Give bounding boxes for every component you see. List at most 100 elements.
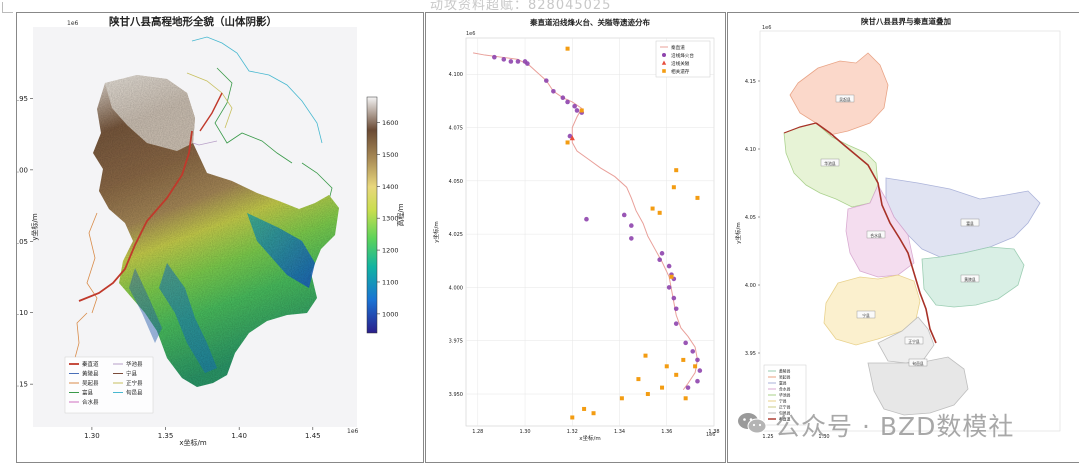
beacon-point <box>525 61 530 66</box>
y-axis-ticks: 3.95 4.00 4.05 4.10 4.15 <box>17 95 33 389</box>
beacon-point <box>697 368 703 373</box>
y-tick-label: 3.95 <box>17 95 28 103</box>
y-tick-label: 4.10 <box>745 147 756 153</box>
county-map: 陕甘八县县界与秦直道叠加 1e6 吴起县华池县富县合水县黄陵县宁县正宁县旬邑县 … <box>734 16 1061 440</box>
legend-label: 秦直道 <box>82 360 99 368</box>
relic-point <box>582 406 587 411</box>
colorbar-label: 高程/m <box>396 203 405 226</box>
x-tick-label: 1.36 <box>661 429 672 435</box>
legend-label: 宁县 <box>126 370 138 378</box>
beacon-point <box>685 385 691 390</box>
beacon-point <box>657 257 662 263</box>
relic-point <box>674 372 679 377</box>
beacon-point <box>508 59 514 64</box>
beacon-point <box>501 57 507 62</box>
y-tick-label: 4.000 <box>449 285 463 291</box>
county-label: 黄陵县 <box>964 277 976 282</box>
y-tick-label: 4.025 <box>449 232 463 238</box>
beacon-point <box>544 78 549 83</box>
relic-point <box>669 274 674 279</box>
beacon-point <box>690 349 696 354</box>
legend-label: 合水县 <box>82 398 99 406</box>
wechat-icon <box>738 413 767 434</box>
y-axis-ticks: 4.15 4.10 4.05 4.00 3.95 <box>745 79 760 357</box>
beacon-point <box>666 263 672 269</box>
relic-point <box>695 195 700 200</box>
beacon-point <box>492 54 497 60</box>
relic-point <box>693 364 698 369</box>
legend-swatch <box>662 69 666 73</box>
county-panel: 陕甘八县县界与秦直道叠加 1e6 吴起县 华池县 富县 合水县 黄陵县 宁县 正宁县 旬邑县 … <box>727 12 1079 463</box>
relic-point <box>683 396 688 401</box>
y-tick-label: 3.950 <box>449 392 463 398</box>
watermark: 公众号 · BZD数模社 <box>737 405 1077 445</box>
legend-label: 正宁县 <box>779 405 791 410</box>
elevation-chart: 陕甘八县高程地形全貌（山体阴影） 1e6 1e6 1.30 1.35 1.40 1.4… <box>17 15 405 447</box>
relic-point <box>664 364 669 369</box>
qin-road-north <box>199 92 223 132</box>
x-tick-label: 1.35 <box>158 432 174 440</box>
x-tick-label: 1.38 <box>708 429 719 435</box>
relic-point <box>645 392 650 397</box>
y-tick-label: 4.075 <box>449 126 463 132</box>
relic-point <box>565 140 570 145</box>
legend-label: 黄陵县 <box>779 369 791 374</box>
colorbar-ticks: 1600 1500 1400 1300 1200 1100 1000 <box>377 119 399 318</box>
county-label-box <box>908 358 928 367</box>
legend-label: 旬邑县 <box>779 411 791 416</box>
relic-point <box>674 168 679 173</box>
y-tick-label: 4.050 <box>449 179 463 185</box>
legend-swatch <box>661 60 667 65</box>
qin-road-line <box>815 122 937 344</box>
y-axis-ticks: 4.100 4.075 4.050 4.025 4.000 3.975 3.950 <box>449 72 463 398</box>
relic-point <box>636 377 641 382</box>
y-tick-label: 3.975 <box>449 339 463 345</box>
beacon-point <box>560 95 566 100</box>
county-label-box <box>904 336 924 345</box>
x-tick-label: 1.28 <box>472 429 483 435</box>
county-label-box <box>960 274 980 283</box>
qin-road-west <box>783 122 817 134</box>
legend-label: 合水县 <box>779 387 791 392</box>
relic-point <box>591 411 596 416</box>
beacon-point <box>671 295 677 301</box>
beacon-point <box>659 251 665 256</box>
beacon-point <box>567 133 573 139</box>
y-tick-label: 4.00 <box>745 283 756 289</box>
y-offset-label: 1e6 <box>67 20 79 27</box>
county-label: 富县 <box>966 221 974 226</box>
county-label-box <box>856 310 876 319</box>
x-axis-ticks: 1.30 1.35 1.40 1.45 <box>84 427 321 440</box>
legend-label: 正宁县 <box>126 379 143 387</box>
legend-box <box>64 356 154 414</box>
relic-point <box>681 357 686 362</box>
y-tick-label: 3.95 <box>745 351 756 357</box>
y-offset-label: 1e6 <box>466 31 475 37</box>
beacon-point <box>574 108 580 113</box>
x-offset-label: 1e6 <box>706 432 715 438</box>
x-axis-ticks: 1.25 1.30 <box>762 434 829 440</box>
x-tick-label: 1.32 <box>567 429 578 435</box>
legend-label: 富县 <box>779 381 787 386</box>
plot-area <box>465 37 715 427</box>
legend-label: 黄陵县 <box>82 370 99 378</box>
county-label: 旬邑县 <box>912 361 924 366</box>
beacon-point <box>572 103 577 109</box>
y-axis-label: y坐标/m <box>734 222 742 243</box>
top-caption-text: 动攻资料超赋：828045025 <box>430 0 612 13</box>
beacon-point <box>629 236 634 241</box>
relic-point <box>671 185 676 190</box>
y-tick-label: 4.100 <box>449 72 463 78</box>
legend-label: 吴起县 <box>779 375 791 380</box>
x-tick-label: 1.30 <box>818 434 829 440</box>
beacon-point <box>515 59 521 64</box>
x-tick-label: 1.30 <box>519 429 530 435</box>
beacon-point <box>565 99 570 105</box>
legend-label: 沿线烽火台 <box>671 52 694 59</box>
qin-road-line <box>78 130 193 302</box>
y-axis-label: y坐标/m <box>30 213 39 241</box>
beacon-point <box>666 285 672 290</box>
beacon-point <box>683 340 688 346</box>
